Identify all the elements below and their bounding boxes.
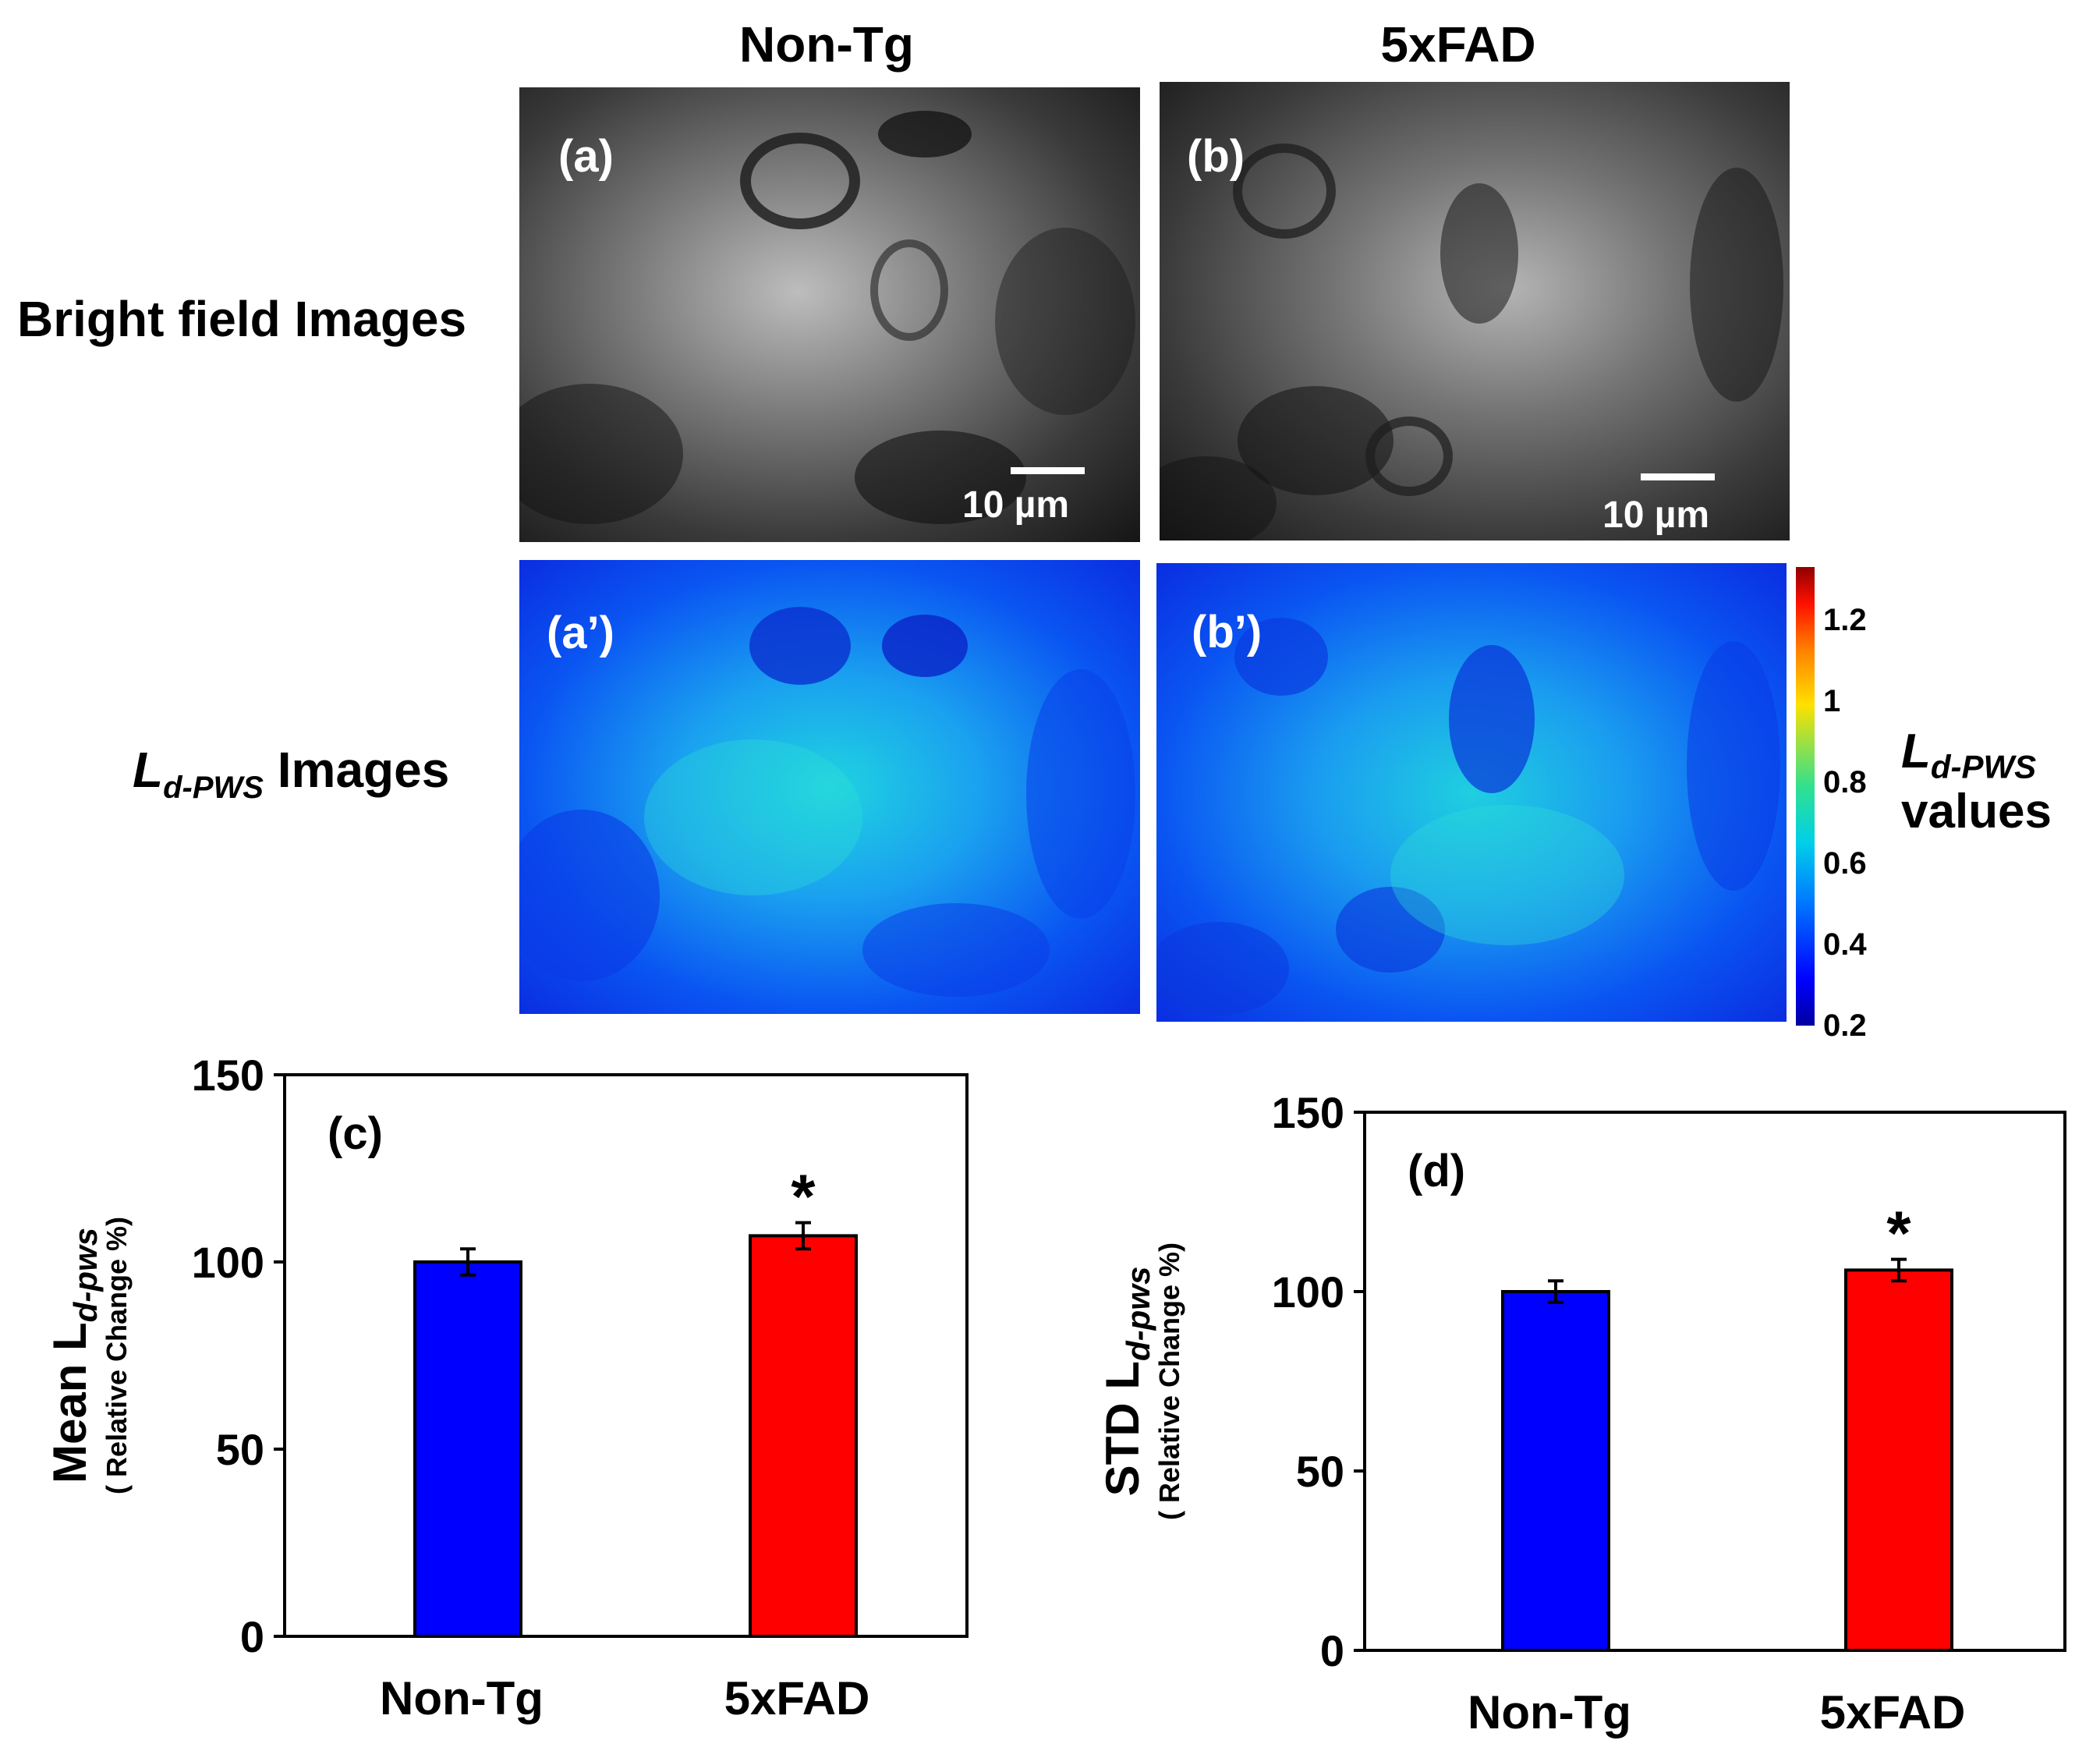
colorbar-tick-label: 0.4 <box>1823 927 1867 962</box>
bar-chart-mean: 0 50 100 150 Non-Tg * 5xFAD (c) Mean Ld-pws( Rel… <box>44 1053 969 1724</box>
colorbar-tick-label: 1 <box>1823 683 1841 718</box>
y-tick-label: 100 <box>192 1238 264 1287</box>
y-axis-label: STD Ld-pws <box>1096 1267 1156 1497</box>
bar-chart-std: 0 50 100 150 Non-Tg * 5xFAD (d) STD Ld-pws( Rela… <box>1096 1088 2066 1739</box>
column-title-non-tg: Non-Tg <box>739 16 914 73</box>
y-axis-label-secondary: ( Relative Change %) <box>101 1217 133 1494</box>
scale-bar-a <box>1011 467 1085 474</box>
scale-bar-b <box>1641 473 1715 480</box>
bright-field-texture <box>519 111 1135 524</box>
colorbar-label-line1: Ld-PWS <box>1901 725 2052 785</box>
plot-frame <box>283 1073 969 1638</box>
scale-text-b: 10 µm <box>1602 494 1710 536</box>
bright-field-texture <box>1160 144 1783 541</box>
y-tick-label: 100 <box>1272 1267 1344 1317</box>
panel-label-a-prime: (a’) <box>547 608 614 658</box>
scale-text-a: 10 µm <box>962 484 1070 526</box>
x-tick-label: Non-Tg <box>1468 1686 1631 1739</box>
y-tick-label: 150 <box>192 1053 264 1100</box>
ldpws-image-non-tg: (a’) <box>519 560 1140 1014</box>
x-tick-label: Non-Tg <box>380 1672 544 1724</box>
plot-frame <box>1363 1111 2066 1652</box>
row-title-ldpws-subscript: d-PWS <box>163 770 264 805</box>
panel-label-b: (b) <box>1187 131 1245 182</box>
colorbar-label-symbol: L <box>1901 725 1931 778</box>
bright-field-image-5xfad: (b) 10 µm <box>1160 82 1790 541</box>
ldpws-texture <box>519 607 1135 997</box>
y-axis-label-main: Mean L <box>44 1322 96 1483</box>
bar-non-tg <box>1501 1290 1610 1652</box>
y-axis-label: Mean Ld-pws <box>44 1228 104 1483</box>
significance-marker: * <box>791 1162 816 1232</box>
significance-marker: * <box>1886 1199 1911 1268</box>
row-title-ldpws-symbol: L <box>133 742 164 798</box>
column-title-5xfad: 5xFAD <box>1380 16 1536 73</box>
x-tick-label: 5xFAD <box>1820 1686 1966 1739</box>
y-tick-label: 0 <box>240 1612 264 1661</box>
row-title-ldpws: Ld-PWS Images <box>133 741 449 806</box>
row-title-bright-field: Bright field Images <box>17 291 467 347</box>
y-axis-label-subscript: d-pws <box>1120 1267 1156 1361</box>
colorbar-tick-label: 0.2 <box>1823 1008 1867 1043</box>
y-tick-label: 50 <box>1296 1447 1344 1496</box>
panel-label: (d) <box>1408 1146 1465 1196</box>
ldpws-texture <box>1156 618 1780 1015</box>
colorbar <box>1796 567 1815 1026</box>
bar-5xfad <box>1844 1268 1953 1652</box>
ldpws-image-5xfad: (b’) <box>1156 563 1787 1022</box>
panel-label: (c) <box>328 1108 383 1159</box>
y-axis-label-subscript: d-pws <box>67 1228 104 1322</box>
y-tick-label: 50 <box>216 1425 264 1474</box>
bright-field-image-non-tg: (a) 10 µm <box>519 87 1140 542</box>
bar-non-tg <box>413 1260 522 1638</box>
panel-label-b-prime: (b’) <box>1192 607 1262 657</box>
y-tick-label: 0 <box>1320 1626 1344 1675</box>
colorbar-label-subscript: d-PWS <box>1930 748 2037 785</box>
y-axis-label-secondary: ( Relative Change %) <box>1153 1242 1185 1520</box>
row-title-ldpws-text: Images <box>263 742 450 798</box>
colorbar-tick-label: 0.6 <box>1823 845 1867 881</box>
y-tick-label: 150 <box>1272 1088 1344 1137</box>
colorbar-label: Ld-PWS values <box>1901 725 2052 838</box>
bar-5xfad <box>749 1234 858 1638</box>
y-axis-label-main: STD L <box>1096 1361 1149 1496</box>
colorbar-tick-label: 0.8 <box>1823 764 1867 799</box>
x-tick-label: 5xFAD <box>724 1672 870 1724</box>
colorbar-tick-label: 1.2 <box>1823 602 1867 637</box>
colorbar-label-line2: values <box>1901 784 2052 838</box>
panel-label-a: (a) <box>558 131 614 182</box>
